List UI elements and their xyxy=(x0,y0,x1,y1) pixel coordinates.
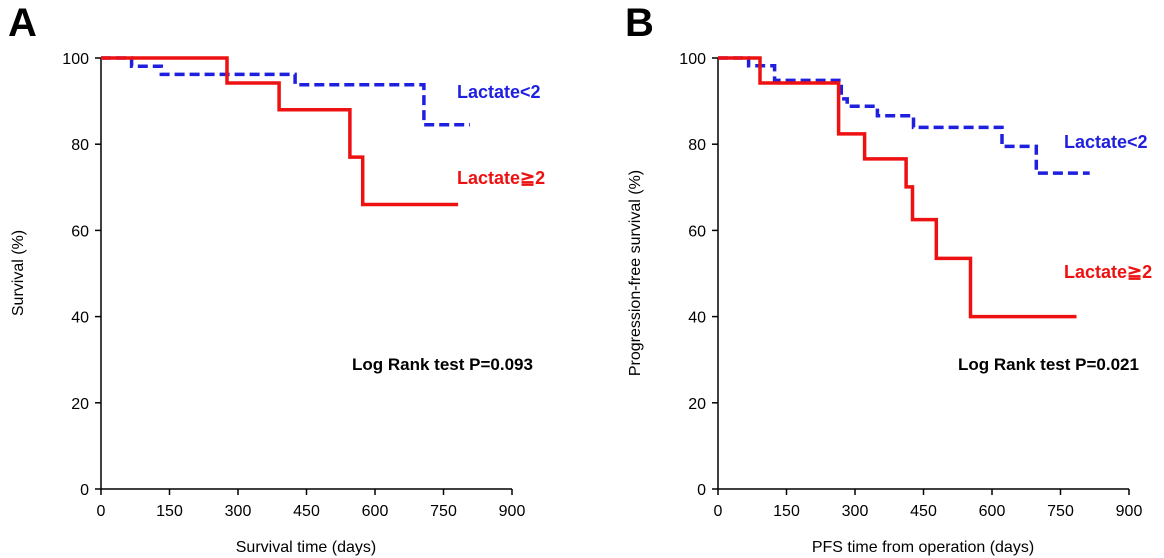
panel-a-y-tick-label-5: 100 xyxy=(62,51,89,68)
panel-a-series xyxy=(101,56,470,207)
panel-b-x-axis-label: PFS time from operation (days) xyxy=(812,539,1034,556)
panel-b-y-tick-label-5: 100 xyxy=(679,51,706,68)
panel-a-y-tick-label-4: 80 xyxy=(71,137,89,154)
panel-a-x-tick-label-0: 0 xyxy=(97,503,106,520)
panel-a: A 0 150 300 450 600 750 900 0 20 40 60 80 100 Surviv… xyxy=(8,1,545,556)
panel-b-log-rank-annotation: Log Rank test P=0.021 xyxy=(958,355,1139,374)
panel-a-x-tick-label-4: 600 xyxy=(362,503,389,520)
panel-b-y-tick-label-3: 60 xyxy=(688,223,706,240)
panel-b-y-tick-label-0: 0 xyxy=(697,482,706,499)
panel-b-x-tick-label-3: 450 xyxy=(910,503,937,520)
panel-b-x-tick-label-2: 300 xyxy=(842,503,869,520)
panel-b-y-axis-label: Progression-free survival (%) xyxy=(627,170,644,376)
panel-b-series-lactate-high-line xyxy=(718,56,1077,319)
panel-a-x-tick-label-3: 450 xyxy=(293,503,320,520)
panel-a-letter: A xyxy=(8,1,37,45)
panel-a-x-tick-label-6: 900 xyxy=(499,503,526,520)
panel-b-y-tick-label-1: 20 xyxy=(688,396,706,413)
panel-a-log-rank-annotation: Log Rank test P=0.093 xyxy=(352,355,533,374)
panel-b-letter: B xyxy=(625,1,654,45)
panel-a-series-lactate-low-line xyxy=(101,56,470,127)
panel-a-x-axis-label: Survival time (days) xyxy=(236,539,376,556)
panel-a-series-lactate-high-line xyxy=(101,56,459,207)
panel-a-legend-lactate-high: Lactate≧2 xyxy=(457,168,545,188)
panel-b-series xyxy=(718,56,1090,319)
panel-b-x-tick-label-0: 0 xyxy=(714,503,723,520)
panel-b-x-tick-label-4: 600 xyxy=(979,503,1006,520)
panel-a-y-tick-label-0: 0 xyxy=(80,482,89,499)
panel-a-y-tick-label-2: 40 xyxy=(71,310,89,327)
panel-b-series-lactate-low-line xyxy=(718,56,1090,175)
panel-a-y-tick-label-1: 20 xyxy=(71,396,89,413)
panel-b-legend-lactate-high: Lactate≧2 xyxy=(1064,262,1152,282)
panel-b-y-tick-label-2: 40 xyxy=(688,310,706,327)
panel-a-y-tick-label-3: 60 xyxy=(71,223,89,240)
panel-a-ticks: 0 150 300 450 600 750 900 0 20 40 60 80 100 xyxy=(62,51,525,520)
panel-b-y-tick-label-4: 80 xyxy=(688,137,706,154)
panel-b-x-tick-label-5: 750 xyxy=(1047,503,1074,520)
panel-a-y-axis-label: Survival (%) xyxy=(10,230,27,316)
panel-b-ticks: 0 150 300 450 600 750 900 0 20 40 60 80 100 xyxy=(679,51,1142,520)
panel-a-x-tick-label-2: 300 xyxy=(225,503,252,520)
panel-a-legend-lactate-low: Lactate<2 xyxy=(457,82,541,102)
panel-a-x-tick-label-1: 150 xyxy=(156,503,183,520)
panel-b-legend-lactate-low: Lactate<2 xyxy=(1064,132,1148,152)
panel-b-x-tick-label-1: 150 xyxy=(773,503,800,520)
panel-b-x-tick-label-6: 900 xyxy=(1116,503,1143,520)
panel-a-x-tick-label-5: 750 xyxy=(430,503,457,520)
panel-b: B 0 150 300 450 600 750 900 0 20 40 60 80 100 PFS ti… xyxy=(625,1,1152,556)
